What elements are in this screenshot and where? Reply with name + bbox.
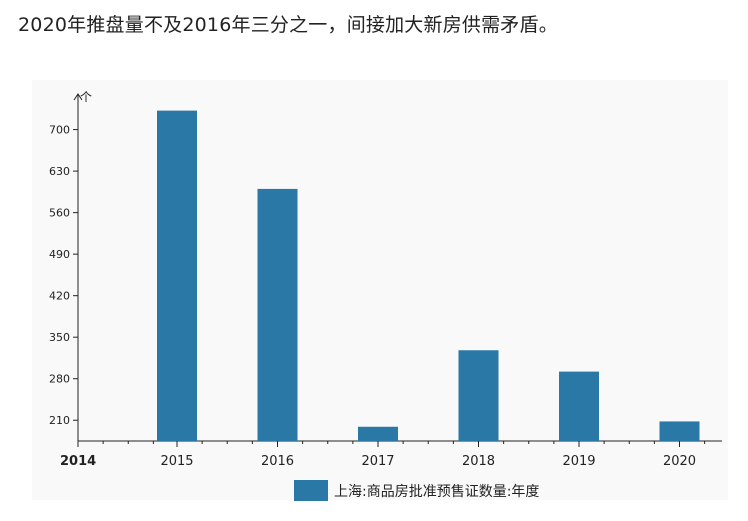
y-tick-label: 490 [49, 248, 70, 261]
y-tick-label: 350 [49, 331, 70, 344]
x-tick-label: 2015 [160, 454, 193, 469]
y-tick-labels: 210 280 350 420 490 560 630 700 [49, 124, 70, 428]
x-tick-label: 2018 [462, 454, 495, 469]
chart-bars [157, 110, 700, 441]
y-axis-unit: 个 [80, 90, 92, 104]
legend: 上海:商品房批准预售证数量:年度 [294, 480, 539, 501]
x-tick-label: 2016 [261, 454, 294, 469]
y-tick-label: 280 [49, 373, 70, 386]
y-tick-label: 560 [49, 207, 70, 220]
bar-2019 [559, 371, 599, 441]
x-tick-label: 2014 [60, 454, 96, 469]
x-tick-labels: 2014 2015 2016 2017 2018 2019 2020 [60, 454, 696, 469]
bar-2020 [659, 421, 700, 441]
y-tick-label: 420 [49, 290, 70, 303]
x-tick-label: 2019 [562, 454, 595, 469]
x-tick-label: 2017 [361, 454, 394, 469]
legend-swatch [294, 480, 328, 501]
legend-label: 上海:商品房批准预售证数量:年度 [334, 483, 540, 500]
bar-2015 [157, 110, 197, 441]
bar-2017 [358, 426, 398, 441]
bar-2018 [458, 350, 499, 441]
y-tick-label: 630 [49, 165, 70, 178]
headline: 2020年推盘量不及2016年三分之一，间接加大新房供需矛盾。 [18, 14, 558, 36]
y-tick-label: 210 [49, 414, 70, 427]
x-tick-label: 2020 [663, 454, 696, 469]
y-axis-arrow [73, 93, 83, 101]
y-tick-label: 700 [49, 124, 70, 137]
bar-2016 [257, 188, 298, 441]
